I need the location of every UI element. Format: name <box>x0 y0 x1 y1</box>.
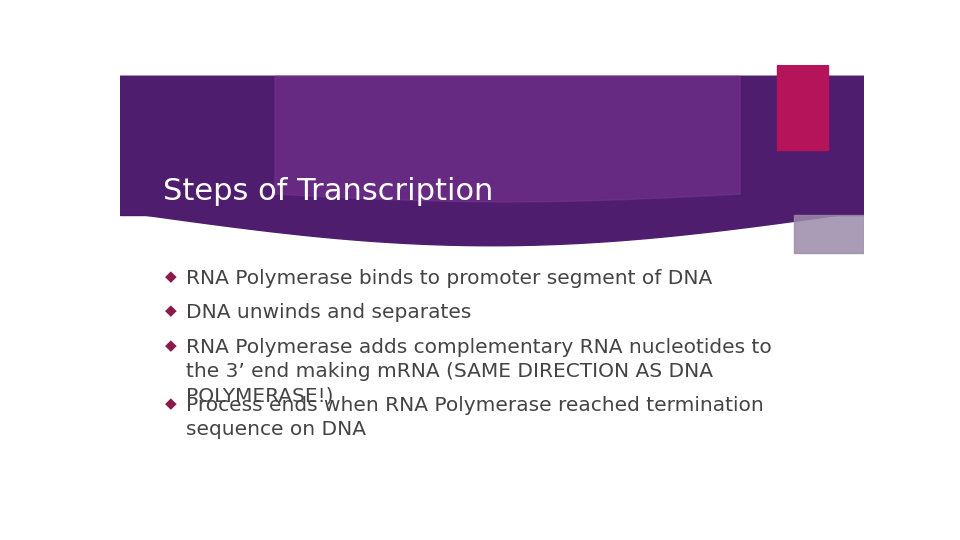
Text: ◆: ◆ <box>165 396 177 411</box>
Bar <box>778 65 828 150</box>
Text: RNA Polymerase adds complementary RNA nucleotides to
the 3’ end making mRNA (SAM: RNA Polymerase adds complementary RNA nu… <box>186 338 772 406</box>
Text: DNA unwinds and separates: DNA unwinds and separates <box>186 303 471 322</box>
Text: ◆: ◆ <box>165 269 177 284</box>
Polygon shape <box>275 76 740 202</box>
Text: Steps of Transcription: Steps of Transcription <box>162 177 493 206</box>
Polygon shape <box>120 76 864 246</box>
Bar <box>120 76 864 215</box>
Text: RNA Polymerase binds to promoter segment of DNA: RNA Polymerase binds to promoter segment… <box>186 269 712 288</box>
Text: ◆: ◆ <box>165 303 177 319</box>
Text: Process ends when RNA Polymerase reached termination
sequence on DNA: Process ends when RNA Polymerase reached… <box>186 396 763 439</box>
Bar <box>794 215 864 253</box>
Text: ◆: ◆ <box>165 338 177 353</box>
